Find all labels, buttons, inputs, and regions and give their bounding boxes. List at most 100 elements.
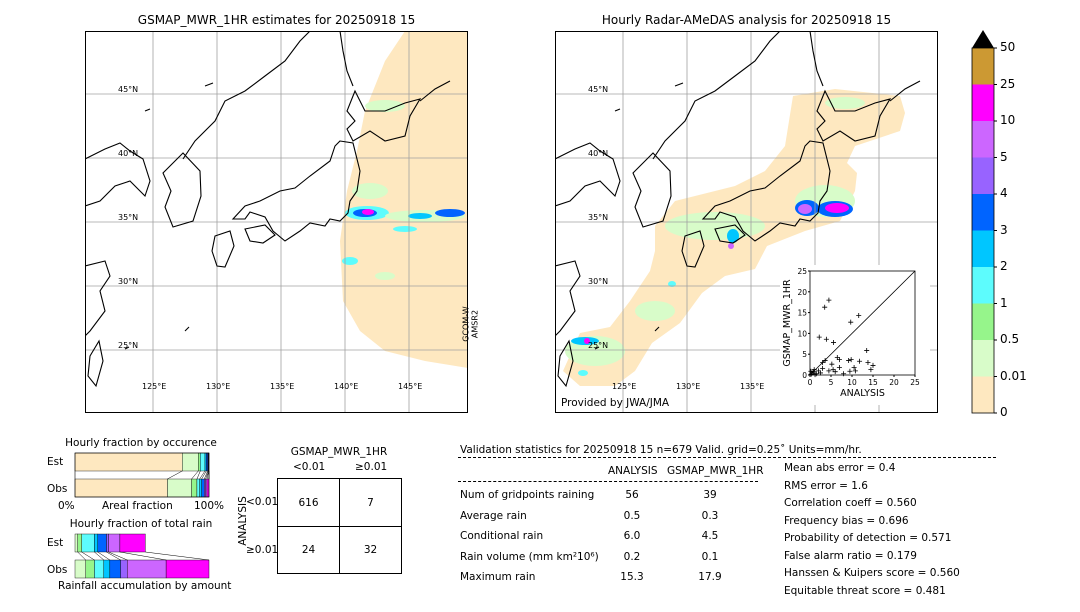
connector-line (191, 470, 199, 480)
score-item: Frequency bias = 0.696 (784, 514, 909, 527)
colorbar-segment (972, 340, 994, 377)
obs-label: Obs (47, 483, 68, 495)
stat-analysis: 0.5 (623, 509, 641, 522)
cell-hits-none: 616 (298, 497, 319, 509)
bar-segment-obs (205, 478, 208, 498)
bar-segment-est (119, 533, 146, 553)
bar-segment-est (198, 452, 201, 472)
x-tick-label: 0 (808, 378, 813, 387)
colorbar-label: 5 (1000, 149, 1008, 164)
bar-segment-est (77, 533, 82, 553)
score-item: Mean abs error = 0.4 (784, 462, 896, 474)
scatter-point (857, 358, 863, 364)
right-map-title: Hourly Radar-AMeDAS analysis for 2025091… (601, 13, 892, 27)
scatter-point (820, 360, 826, 366)
scatter-point (823, 336, 829, 342)
scatter-point (826, 297, 832, 303)
y-tick-label: 0 (802, 371, 807, 380)
colorbar-segment (972, 48, 994, 85)
connector-line (145, 551, 210, 561)
scatter-point (864, 347, 870, 353)
colorbar-segment (972, 84, 994, 121)
scatter-point (846, 357, 852, 363)
colorbar-segment (972, 303, 994, 340)
connector-line (97, 551, 110, 561)
stat-label: Rain volume (mm km²10⁶) (460, 550, 599, 563)
bar-segment-est (206, 452, 208, 472)
score-item: Probability of detection = 0.571 (784, 532, 952, 544)
bar-segment-est (81, 533, 95, 553)
colorbar-label: 4 (1000, 186, 1008, 200)
x-tick-label: 25 (910, 378, 920, 387)
rain-fraction-bars (74, 533, 210, 579)
x-tick-label: 15 (868, 378, 878, 387)
connector-line (94, 551, 104, 561)
bar-segment-obs (167, 478, 192, 498)
satellite-swath (340, 31, 468, 368)
bar-segment-est (97, 533, 107, 553)
colorbar-label: 0.01 (1000, 368, 1027, 383)
scatter-point (834, 355, 840, 361)
bar-segment-obs (109, 559, 121, 579)
data-credit: Provided by JWA/JMA (561, 397, 670, 409)
bar-segment-obs (165, 559, 210, 579)
scatter-point (826, 368, 832, 374)
scatter-point (812, 372, 818, 378)
scatter-point (848, 319, 854, 325)
x-tick-label: 10 (847, 378, 857, 387)
bar-segment-obs (199, 478, 202, 498)
connector-line (81, 551, 95, 561)
lon-label: 135°E (270, 382, 295, 391)
scatter-point (820, 365, 826, 371)
scatter-point (865, 360, 871, 366)
lat-label: 35°N (118, 213, 139, 222)
scatter-point (813, 371, 819, 377)
rain-areas (565, 97, 865, 376)
left-map (85, 31, 468, 413)
lon-label: 130°E (206, 382, 231, 391)
stat-label: Average rain (460, 509, 527, 522)
connector-line (206, 470, 209, 480)
bar-segment-obs (85, 559, 95, 579)
sensor-instrument: AMSR2 (470, 309, 480, 339)
scatter-point (818, 370, 823, 376)
scatter-point (830, 367, 836, 373)
col-label: <0.01 (293, 461, 326, 473)
stat-label: Num of gridpoints raining (460, 489, 595, 501)
lat-label: 45°N (118, 85, 139, 94)
scatter-point (836, 357, 842, 363)
bar-segment-obs (74, 559, 86, 579)
x-axis-label: ANALYSIS (840, 388, 885, 399)
colorbar-label: 0 (1000, 405, 1008, 419)
scatter-point (829, 361, 835, 367)
cell-false-alarms: 7 (367, 497, 374, 509)
x-tick-label: 5 (829, 378, 834, 387)
stat-analysis: 15.3 (620, 571, 644, 583)
lat-label: 30°N (118, 277, 139, 286)
stats-divider (458, 457, 996, 458)
colorbar-segment (972, 376, 994, 413)
bar-segment-obs (206, 478, 210, 498)
bar-segment-obs (74, 478, 168, 498)
stat-gsmap: 0.1 (701, 550, 719, 563)
est-label: Est (47, 456, 64, 468)
scatter-point (836, 365, 842, 371)
cell-hits: 32 (363, 544, 378, 556)
scatter-point (810, 369, 816, 375)
bar-segment-est (181, 452, 199, 472)
scatter-point (832, 369, 838, 375)
scatter-point (808, 368, 814, 374)
bar-segment-obs (204, 478, 206, 498)
stat-gsmap: 39 (703, 489, 717, 501)
bar-segment-est (108, 533, 121, 553)
x-tick-label: 20 (889, 378, 899, 387)
scatter-plot: 0 5 10 15 20 25 0 5 10 15 20 25 ANALYSIS GSMAP_MWR_1H… (782, 267, 920, 399)
lon-label: 130°E (676, 382, 701, 391)
lat-label: 45°N (588, 85, 609, 94)
scatter-point (808, 371, 814, 377)
scatter-point (822, 304, 828, 310)
lon-label: 135°E (740, 382, 765, 391)
scatter-point (815, 368, 821, 374)
score-item: Equitable threat score = 0.481 (784, 584, 946, 597)
